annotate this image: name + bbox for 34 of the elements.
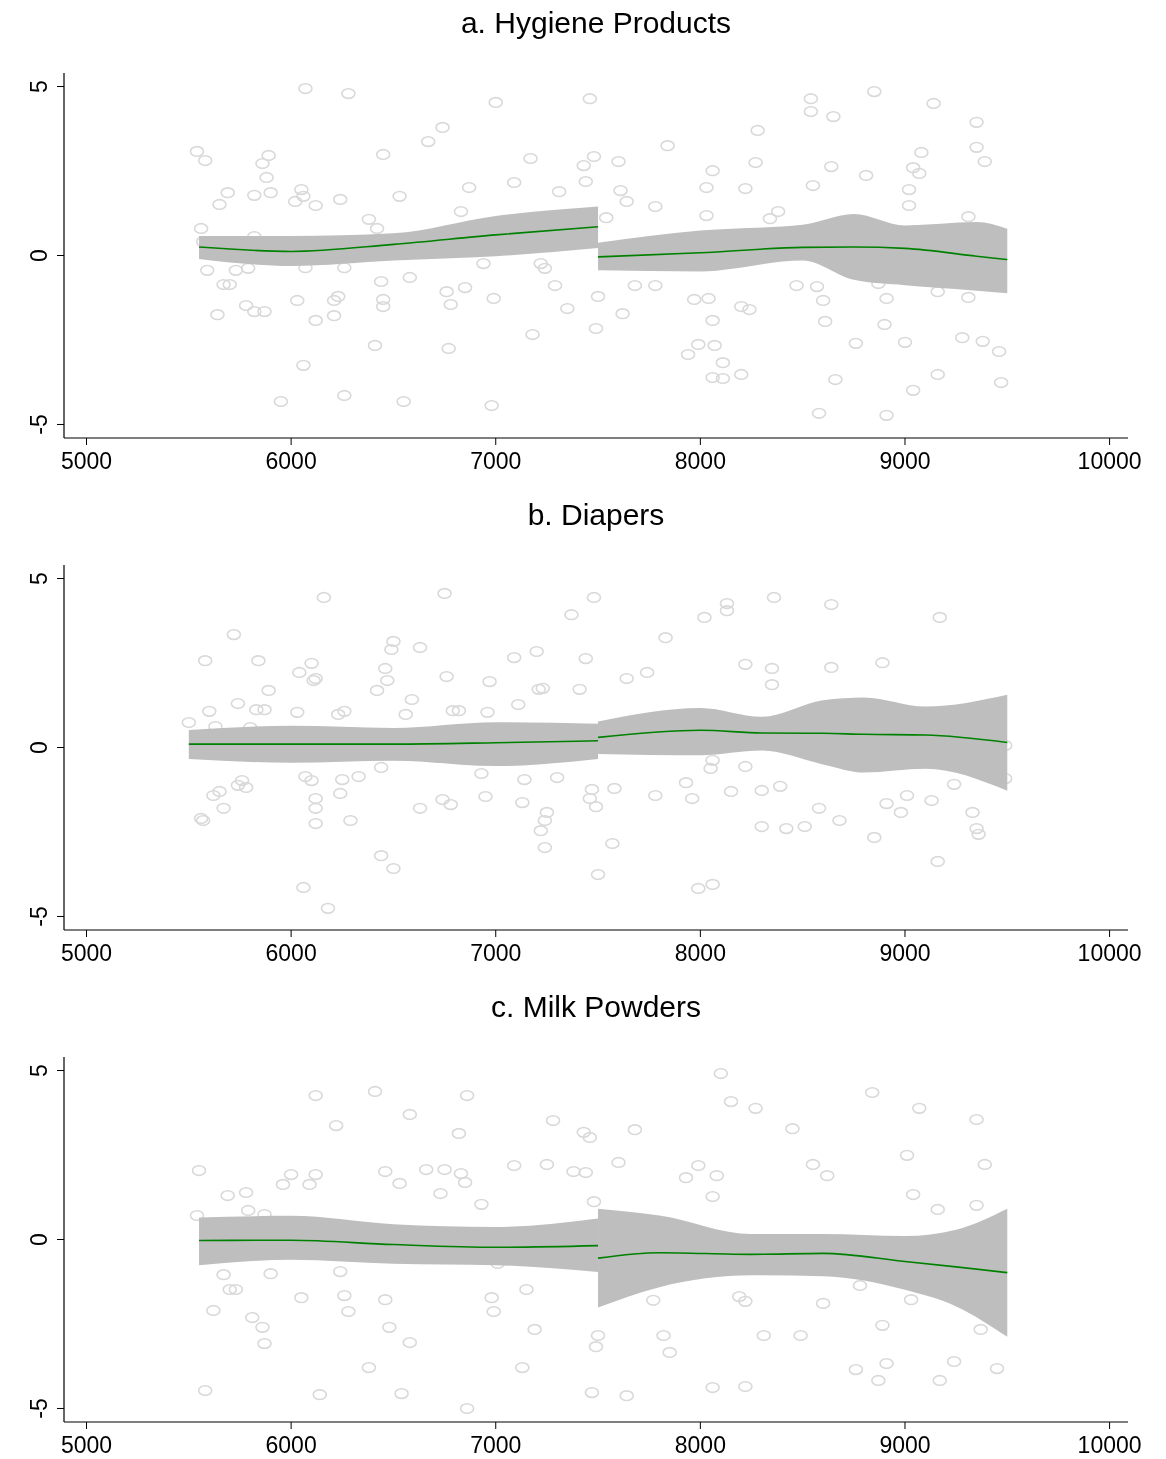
y-tick-label: 5 xyxy=(26,1064,52,1077)
chart-title: a. Hygiene Products xyxy=(460,6,732,39)
y-tick-label: 5 xyxy=(26,572,52,585)
y-tick-label: 0 xyxy=(26,249,52,262)
x-tick-label: 9000 xyxy=(879,1432,931,1458)
x-tick-label: 8000 xyxy=(674,940,726,966)
x-tick-label: 9000 xyxy=(879,940,931,966)
x-tick-label: 10000 xyxy=(1077,448,1142,474)
chart-title: c. Milk Powders xyxy=(490,990,702,1023)
x-tick-label: 9000 xyxy=(879,448,931,474)
line-series xyxy=(198,1239,599,1249)
y-tick-label: 0 xyxy=(26,741,52,754)
x-tick-label: 5000 xyxy=(60,940,113,966)
x-tick-label: 8000 xyxy=(674,448,726,474)
chart-title: b. Diapers xyxy=(527,498,665,531)
x-tick-label: 7000 xyxy=(470,940,522,966)
y-tick-label: -5 xyxy=(26,1398,52,1419)
x-tick-label: 6000 xyxy=(265,448,317,474)
y-tick-label: 5 xyxy=(26,80,52,93)
x-tick-label: 5000 xyxy=(60,448,113,474)
y-tick-label: -5 xyxy=(26,414,52,435)
x-tick-label: 6000 xyxy=(265,1432,317,1458)
x-tick-label: 8000 xyxy=(674,1432,726,1458)
x-tick-label: 6000 xyxy=(265,940,317,966)
x-tick-label: 5000 xyxy=(60,1432,113,1458)
x-tick-label: 10000 xyxy=(1077,940,1142,966)
x-tick-label: 10000 xyxy=(1077,1432,1142,1458)
line-series xyxy=(597,1251,1009,1274)
line-series xyxy=(597,246,1009,261)
x-tick-label: 7000 xyxy=(470,1432,522,1458)
y-tick-label: -5 xyxy=(26,906,52,927)
x-tick-label: 7000 xyxy=(470,448,522,474)
y-tick-label: 0 xyxy=(26,1233,52,1246)
line-series xyxy=(198,225,599,253)
